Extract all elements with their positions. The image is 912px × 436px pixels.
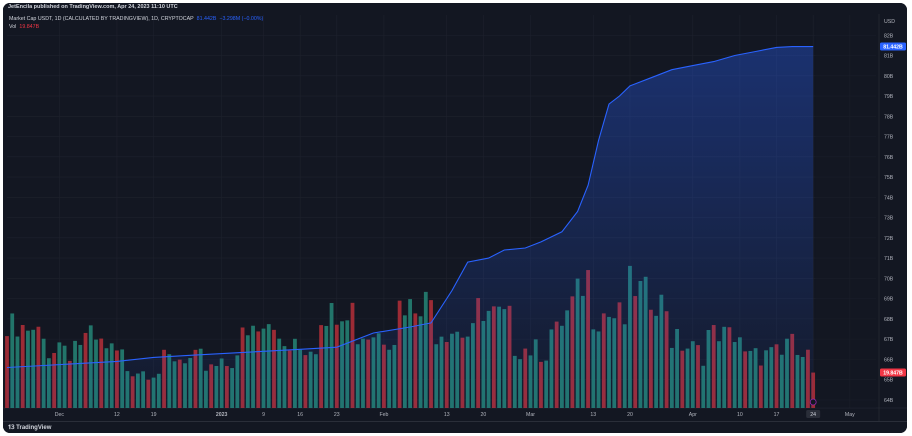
published-text: JetEncila published on TradingView.com, … — [8, 4, 178, 10]
x-tick-label: 13 — [590, 412, 596, 418]
y-tick-label: 68B — [884, 317, 894, 323]
volume-bar — [10, 313, 15, 408]
tradingview-logo-icon: 𝟏𝟥 — [8, 425, 15, 431]
x-tick-label: 20 — [480, 412, 486, 418]
footer-bar: 𝟏𝟥 TradingView — [3, 421, 907, 433]
y-tick-label: 78B — [884, 114, 894, 120]
y-tick-label: 69B — [884, 297, 894, 303]
publish-bar: JetEncila published on TradingView.com, … — [3, 3, 907, 14]
x-tick-label: Feb — [379, 412, 388, 418]
last-price-tag — [880, 42, 906, 51]
legend-change: −3.298M (−0.00%) — [219, 16, 264, 22]
series-area — [7, 46, 814, 408]
legend-vol-value: 19.847B — [19, 23, 40, 30]
x-tick-label: Apr — [689, 412, 697, 418]
chart-canvas[interactable]: USD 82B 81B 80B 79B 78B 77B 76B 75B 74B 73B 72B 71B 7… — [3, 3, 907, 433]
tradingview-logo[interactable]: 𝟏𝟥 TradingView — [8, 424, 51, 432]
x-tick-label: Mar — [526, 412, 535, 418]
y-tick-label: 65B — [884, 378, 894, 384]
legend-volume-row: Vol 19.847B — [9, 24, 263, 32]
x-tick-label: 9 — [262, 412, 265, 418]
axis-currency-label: USD — [884, 19, 895, 25]
y-tick-label: 80B — [884, 74, 894, 80]
event-marker-icon — [809, 398, 817, 406]
y-tick-label: 66B — [884, 357, 894, 363]
legend-symbol-row: Market Cap USDT, 1D (CALCULATED BY TRADI… — [9, 16, 263, 24]
x-tick-label: 12 — [114, 412, 120, 418]
y-tick-label: 64B — [884, 398, 894, 404]
x-tick-label: 2023 — [216, 412, 228, 418]
y-tick-label: 75B — [884, 175, 894, 181]
x-tick-label: 10 — [737, 412, 743, 418]
y-tick-label: 70B — [884, 276, 894, 282]
x-tick-label: May — [845, 412, 855, 418]
last-date-tag — [806, 410, 821, 418]
legend-symbol[interactable]: Market Cap USDT, 1D (CALCULATED BY TRADI… — [9, 16, 194, 22]
x-tick-label: 19 — [151, 412, 157, 418]
y-tick-label: 67B — [884, 337, 894, 343]
y-tick-label: 82B — [884, 33, 894, 39]
x-tick-label: 17 — [774, 412, 780, 418]
y-tick-label: 74B — [884, 195, 894, 201]
legend-vol-label[interactable]: Vol — [9, 23, 17, 30]
y-tick-label: 71B — [884, 256, 894, 262]
volume-bar — [5, 336, 9, 408]
last-volume-tag — [880, 368, 906, 377]
legend: Market Cap USDT, 1D (CALCULATED BY TRADI… — [9, 16, 263, 31]
chart-frame: USD 82B 81B 80B 79B 78B 77B 76B 75B 74B 73B 72B 71B 7… — [3, 3, 907, 433]
y-tick-label: 77B — [884, 135, 894, 141]
future-region — [815, 15, 876, 408]
last-date-tag-label: 24 — [810, 412, 816, 418]
legend-last-value: 81.442B — [196, 16, 217, 22]
y-tick-label: 73B — [884, 216, 894, 222]
x-tick-label: 20 — [627, 412, 633, 418]
last-price-tag-label: 81.442B — [883, 45, 903, 51]
y-tick-label: 72B — [884, 236, 894, 242]
tradingview-logo-text: TradingView — [16, 425, 52, 431]
y-tick-label: 81B — [884, 54, 894, 60]
x-tick-label: 23 — [334, 412, 340, 418]
x-tick-label: Dec — [55, 412, 65, 418]
last-volume-tag-label: 19.847B — [883, 371, 903, 377]
y-tick-label: 76B — [884, 155, 894, 161]
y-tick-label: 79B — [884, 94, 894, 100]
x-tick-label: 13 — [444, 412, 450, 418]
x-tick-label: 16 — [297, 412, 303, 418]
series-line — [6, 46, 814, 369]
